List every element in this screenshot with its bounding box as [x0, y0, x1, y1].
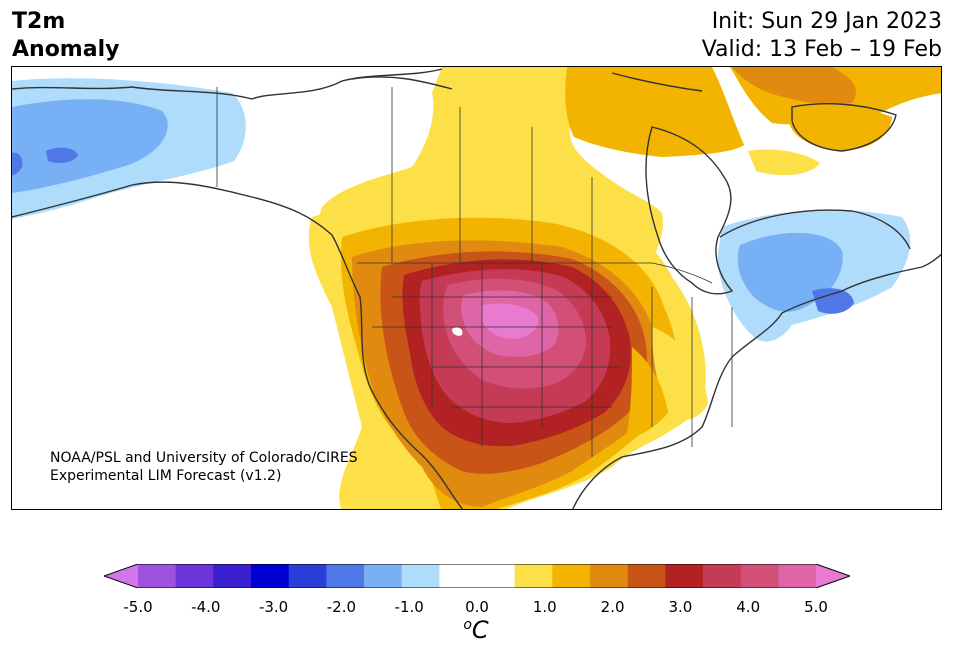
credit-text: NOAA/PSL and University of Colorado/CIRE… — [50, 449, 358, 485]
colorbar-cell — [552, 564, 591, 588]
colorbar-tick-label: 1.0 — [532, 598, 557, 616]
colorbar-tick-label: 2.0 — [600, 598, 625, 616]
colorbar-extend-low — [104, 564, 138, 588]
colorbar-tick-label: 4.0 — [736, 598, 761, 616]
coastlines — [12, 68, 941, 509]
forecast-dates: Init: Sun 29 Jan 2023 Valid: 13 Feb – 19… — [702, 8, 942, 64]
title-line-1: T2m — [12, 9, 66, 34]
colorbar-cell — [213, 564, 252, 588]
colorbar-tick-label: -3.0 — [258, 598, 289, 616]
colorbar-cell — [326, 564, 365, 588]
colorbar-cell — [251, 564, 290, 588]
colorbar-cell — [627, 564, 666, 588]
political-borders — [216, 87, 733, 457]
colorbar-tick-label: -5.0 — [123, 598, 153, 616]
title-line-2: Anomaly — [12, 37, 120, 62]
colorbar-tick-label: -2.0 — [326, 598, 357, 616]
colorbar-cell — [703, 564, 742, 588]
credit-line-2: Experimental LIM Forecast (v1.2) — [50, 468, 282, 484]
colorbar-tick-label: 3.0 — [668, 598, 693, 616]
colorbar-tick-label: -4.0 — [191, 598, 221, 616]
colorbar — [104, 564, 850, 588]
colorbar-cell — [778, 564, 817, 588]
init-date: Init: Sun 29 Jan 2023 — [711, 9, 942, 34]
anomaly-map — [12, 67, 941, 509]
colorbar-cell — [138, 564, 177, 588]
unit-label: oC — [463, 616, 489, 644]
colorbar-cell — [288, 564, 327, 588]
colorbar-cell — [665, 564, 704, 588]
colorbar-cell — [477, 564, 516, 588]
alaska-cold-anomaly — [12, 78, 246, 219]
northeast-cold-anomaly — [717, 210, 911, 342]
colorbar-tick-label: 0.0 — [465, 598, 489, 616]
map-title: T2m Anomaly — [12, 8, 119, 64]
colorbar-tick-label: -1.0 — [394, 598, 424, 616]
colorbar-cell — [439, 564, 478, 588]
colorbar-cell — [364, 564, 403, 588]
plains-warm-anomaly — [308, 193, 706, 509]
colorbar-cell — [740, 564, 779, 588]
valid-date: Valid: 13 Feb – 19 Feb — [701, 37, 942, 62]
credit-line-1: NOAA/PSL and University of Colorado/CIRE… — [50, 450, 358, 466]
colorbar-tick-label: 5.0 — [804, 598, 828, 616]
colorbar-cell — [175, 564, 214, 588]
colorbar-cell — [590, 564, 629, 588]
colorbar-cell — [401, 564, 440, 588]
southeast-warm-edge — [626, 327, 708, 439]
colorbar-extend-high — [816, 564, 850, 588]
colorbar-cells — [138, 564, 817, 588]
colorbar-cell — [514, 564, 553, 588]
map-panel: NOAA/PSL and University of Colorado/CIRE… — [11, 66, 942, 510]
